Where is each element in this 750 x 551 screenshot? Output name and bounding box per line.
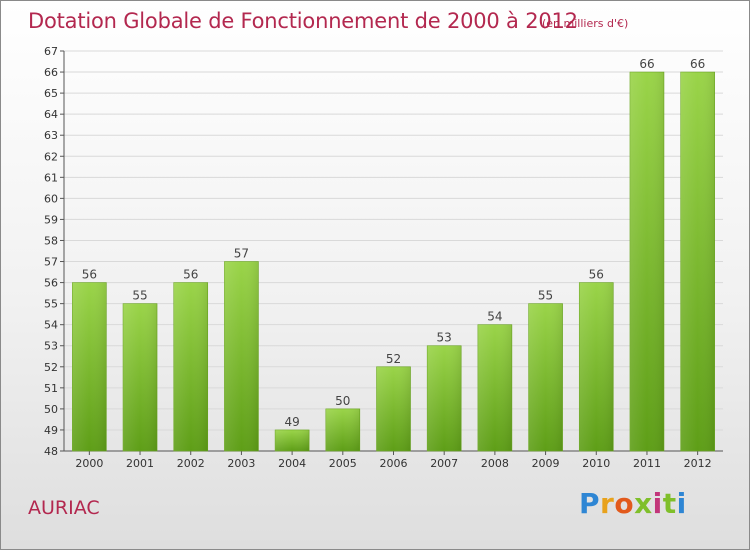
bar-shine xyxy=(325,408,360,451)
bar-shine xyxy=(477,324,512,451)
x-tick-label: 2009 xyxy=(532,457,560,470)
bar-shine xyxy=(123,303,158,451)
data-label: 55 xyxy=(538,289,553,303)
bar-shine xyxy=(376,366,411,451)
chart-subtitle: (en milliers d'€) xyxy=(542,17,629,30)
y-tick-label: 66 xyxy=(44,66,58,79)
chart-title: Dotation Globale de Fonctionnement de 20… xyxy=(28,9,578,33)
data-label: 56 xyxy=(82,268,97,282)
bar-shine xyxy=(427,345,462,451)
x-tick-label: 2002 xyxy=(177,457,205,470)
y-tick-label: 64 xyxy=(44,108,58,121)
y-tick-label: 62 xyxy=(44,150,58,163)
y-tick-label: 54 xyxy=(44,319,58,332)
data-label: 49 xyxy=(284,415,299,429)
data-label: 52 xyxy=(386,352,401,366)
data-label: 56 xyxy=(589,268,604,282)
data-label: 66 xyxy=(690,57,705,71)
commune-name: AURIAC xyxy=(28,497,100,519)
x-tick-label: 2003 xyxy=(227,457,255,470)
y-tick-label: 57 xyxy=(44,256,58,269)
data-label: 66 xyxy=(639,57,654,71)
x-tick-label: 2001 xyxy=(126,457,154,470)
y-tick-label: 49 xyxy=(44,424,58,437)
bar-shine xyxy=(224,261,259,451)
x-tick-label: 2004 xyxy=(278,457,306,470)
bar-shine xyxy=(680,72,715,451)
x-tick-label: 2000 xyxy=(75,457,103,470)
bar-shine xyxy=(629,72,664,451)
y-tick-label: 60 xyxy=(44,192,58,205)
y-tick-label: 67 xyxy=(44,45,58,58)
y-tick-label: 65 xyxy=(44,87,58,100)
x-tick-label: 2012 xyxy=(684,457,712,470)
bar-shine xyxy=(72,282,107,451)
bar-shine xyxy=(173,282,208,451)
y-tick-label: 50 xyxy=(44,403,58,416)
proxiti-logo: Proxiti xyxy=(579,487,687,520)
x-tick-label: 2007 xyxy=(430,457,458,470)
y-tick-label: 63 xyxy=(44,129,58,142)
data-label: 50 xyxy=(335,394,350,408)
x-tick-label: 2006 xyxy=(380,457,408,470)
data-label: 54 xyxy=(487,310,502,324)
data-label: 55 xyxy=(132,289,147,303)
y-tick-label: 58 xyxy=(44,234,58,247)
x-tick-label: 2010 xyxy=(582,457,610,470)
bar-shine xyxy=(579,282,614,451)
y-tick-label: 59 xyxy=(44,213,58,226)
y-tick-label: 56 xyxy=(44,277,58,290)
bars xyxy=(72,71,715,452)
data-label: 53 xyxy=(437,331,452,345)
data-label: 57 xyxy=(234,247,249,261)
x-tick-label: 2005 xyxy=(329,457,357,470)
data-label: 56 xyxy=(183,268,198,282)
bar-shine xyxy=(275,429,310,451)
x-tick-label: 2011 xyxy=(633,457,661,470)
y-tick-label: 51 xyxy=(44,382,58,395)
bar-shine xyxy=(528,303,563,451)
y-tick-label: 48 xyxy=(44,445,58,458)
y-tick-label: 53 xyxy=(44,340,58,353)
y-tick-label: 52 xyxy=(44,361,58,374)
y-tick-label: 61 xyxy=(44,171,58,184)
data-labels: 56 55 56 57 49 50 52 53 54 55 56 66 66 xyxy=(82,57,706,429)
x-tick-label: 2008 xyxy=(481,457,509,470)
y-tick-label: 55 xyxy=(44,298,58,311)
